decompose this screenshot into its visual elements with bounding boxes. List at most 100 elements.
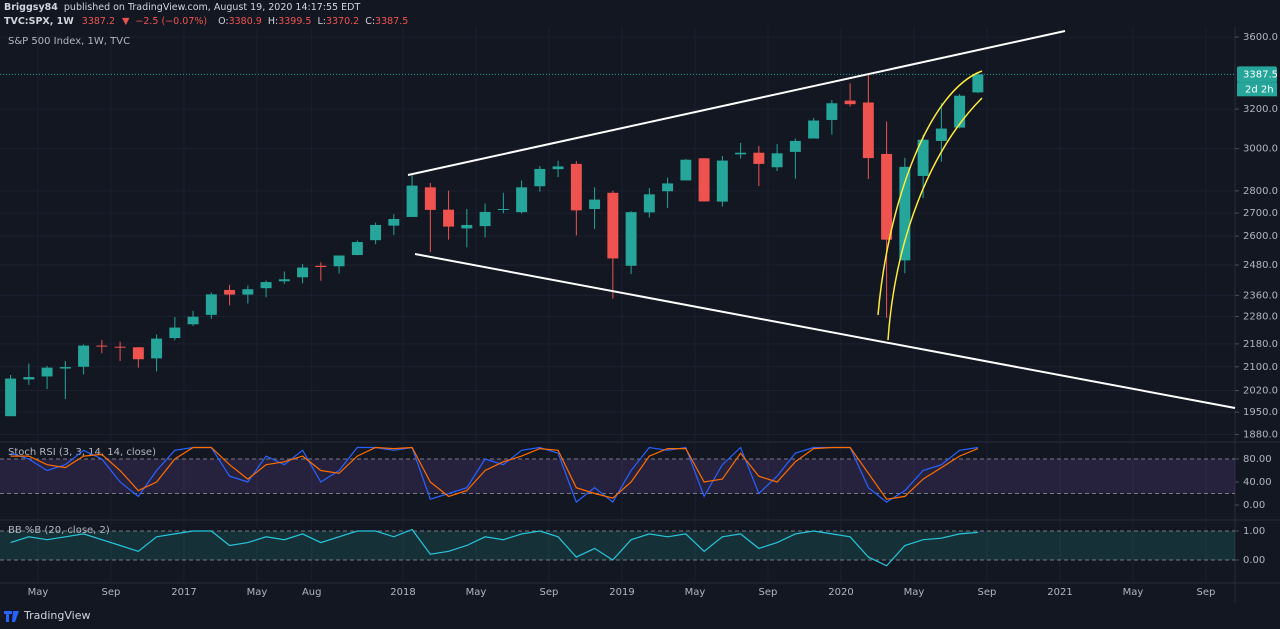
- ohlc-value: 3387.5: [375, 16, 408, 27]
- y-tick-label: 0.00: [1243, 555, 1265, 566]
- x-tick-label: Sep: [759, 587, 778, 598]
- y-tick-label: 1.00: [1243, 526, 1265, 537]
- candle-body: [479, 211, 491, 227]
- candle-body: [59, 367, 71, 369]
- candle-body: [114, 346, 126, 348]
- symbol: TVC:SPX, 1W: [4, 16, 74, 27]
- x-tick-label: Sep: [540, 587, 559, 598]
- candle-body: [844, 100, 856, 105]
- x-tick-label: Aug: [302, 587, 322, 598]
- y-tick-label: 2800.0: [1243, 186, 1278, 197]
- candle-body: [552, 166, 564, 170]
- y-tick-label: 2280.0: [1243, 311, 1278, 322]
- candle-body: [917, 139, 929, 176]
- candle-body: [205, 294, 217, 315]
- countdown-box: [1237, 82, 1277, 97]
- y-tick-label: 2180.0: [1243, 339, 1278, 350]
- change: −2.5 (−0.07%): [135, 16, 207, 27]
- y-tick-label: 2020.0: [1243, 386, 1278, 397]
- last: 3387.2: [82, 16, 115, 27]
- y-tick-label: 3600.0: [1243, 32, 1278, 43]
- candle-body: [680, 159, 692, 181]
- candle-body: [78, 345, 90, 367]
- x-tick-label: May: [247, 587, 268, 598]
- candle-body: [808, 120, 820, 139]
- band-fill: [0, 458, 1235, 494]
- indicator-line: [10, 446, 978, 504]
- y-tick-label: 1880.0: [1243, 429, 1278, 440]
- brand[interactable]: TradingView: [23, 609, 90, 622]
- x-tick-label: May: [466, 587, 487, 598]
- y-tick-label: 2700.0: [1243, 208, 1278, 219]
- x-tick-label: 2020: [828, 587, 853, 598]
- x-tick-label: 2018: [390, 587, 415, 598]
- candle-body: [899, 166, 911, 261]
- arc-drawing[interactable]: [887, 97, 983, 341]
- x-tick-label: May: [1123, 587, 1144, 598]
- indicator-line: [10, 446, 979, 500]
- ohlc-label: C:: [365, 16, 375, 27]
- candle-body: [5, 378, 17, 417]
- x-tick-label: 2019: [609, 587, 634, 598]
- indicator-line: [10, 528, 978, 567]
- x-tick-label: Sep: [102, 587, 121, 598]
- author[interactable]: Briggsy84: [4, 2, 58, 13]
- candle-body: [862, 102, 874, 159]
- candle-body: [333, 255, 345, 267]
- trend-line[interactable]: [414, 253, 1236, 409]
- ohlc-label: H:: [268, 16, 278, 27]
- y-tick-label: 2480.0: [1243, 260, 1278, 271]
- logo[interactable]: [4, 611, 19, 622]
- publish-line: Briggsy84 published on TradingView.com, …: [4, 2, 360, 13]
- pane-title: S&P 500 Index, 1W, TVC: [8, 36, 130, 47]
- y-tick-label: 3000.0: [1243, 144, 1278, 155]
- candle-body: [589, 199, 601, 209]
- header: Briggsy84 published on TradingView.com, …: [4, 2, 408, 27]
- y-tick-label: 2360.0: [1243, 290, 1278, 301]
- ohlc-value: 3380.9: [229, 16, 262, 27]
- candle-body: [607, 192, 619, 259]
- candle-body: [406, 185, 418, 217]
- candle-body: [753, 152, 765, 164]
- x-tick-label: Sep: [1197, 587, 1216, 598]
- candle-body: [278, 279, 290, 282]
- candle-body: [224, 289, 236, 295]
- y-tick-label: 2600.0: [1243, 231, 1278, 242]
- y-tick-label: 40.00: [1243, 477, 1272, 488]
- ohlc-label: O:: [218, 16, 229, 27]
- y-tick-label: 3200.0: [1243, 104, 1278, 115]
- y-tick-label: 2100.0: [1243, 362, 1278, 373]
- candle-body: [954, 95, 966, 128]
- y-tick-label: 80.00: [1243, 454, 1272, 465]
- trend-line[interactable]: [407, 30, 1066, 176]
- ohlc-label: L:: [317, 16, 326, 27]
- x-tick-label: 2021: [1047, 587, 1072, 598]
- candle-body: [23, 377, 35, 380]
- x-tick-label: Sep: [978, 587, 997, 598]
- x-tick-label: May: [28, 587, 49, 598]
- x-tick-label: 2017: [171, 587, 196, 598]
- candle-body: [315, 265, 327, 268]
- candle-body: [169, 327, 181, 339]
- candle-body: [151, 338, 163, 359]
- arrow: ▼: [122, 16, 130, 27]
- candle-body: [935, 128, 947, 141]
- candle-body: [771, 153, 783, 168]
- last-price-box: [1237, 66, 1277, 83]
- ohlc-value: 3399.5: [278, 16, 311, 27]
- footer: TradingView: [4, 609, 90, 622]
- candle-body: [826, 103, 838, 120]
- candle-body: [534, 168, 546, 187]
- arc-drawing[interactable]: [877, 70, 983, 316]
- x-tick-label: May: [685, 587, 706, 598]
- y-tick-label: 0.00: [1243, 500, 1265, 511]
- candle-body: [972, 74, 984, 93]
- candle-body: [516, 187, 528, 213]
- candle-body: [443, 209, 455, 227]
- x-tick-label: May: [904, 587, 925, 598]
- candle-body: [41, 367, 53, 377]
- pane-title: Stoch RSI (3, 3, 14, 14, close): [8, 447, 156, 458]
- candle-body: [643, 194, 655, 213]
- candle-body: [132, 347, 144, 360]
